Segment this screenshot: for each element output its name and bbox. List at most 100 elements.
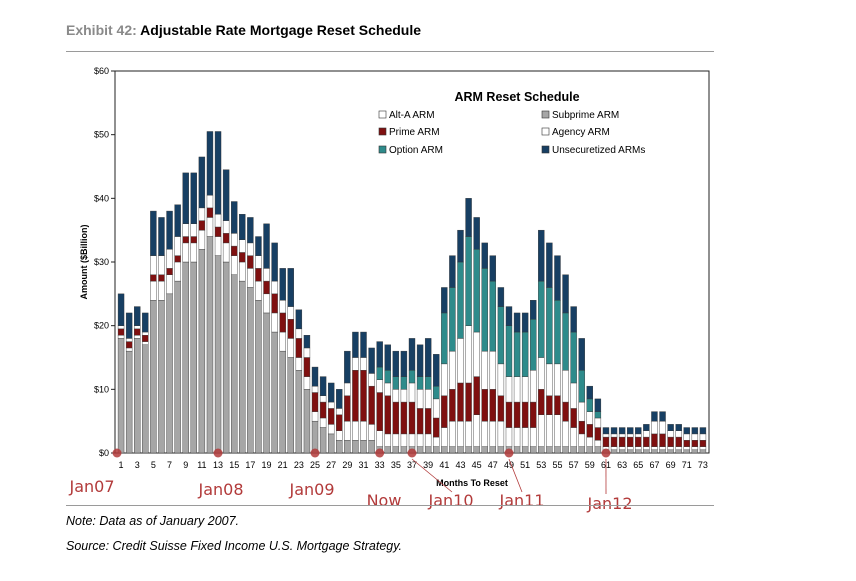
bar-segment-unsecuritized-arms bbox=[392, 350, 400, 377]
bar-segment-agency-arm bbox=[336, 408, 343, 415]
bar-segment-alt-a-arm bbox=[352, 420, 359, 441]
bar-segment-prime-arm bbox=[352, 370, 359, 422]
bar-segment-subprime-arm bbox=[424, 446, 432, 454]
chart-title: ARM Reset Schedule bbox=[454, 90, 579, 104]
bar-segment-prime-arm bbox=[554, 395, 561, 416]
bar-segment-agency-arm bbox=[384, 382, 391, 396]
bar-segment-alt-a-arm bbox=[174, 261, 181, 282]
bar-segment-prime-arm bbox=[424, 408, 432, 435]
bar-segment-option-arm bbox=[465, 236, 472, 326]
bar-segment-unsecuritized-arms bbox=[287, 268, 294, 307]
bar-segment-subprime-arm bbox=[263, 312, 270, 454]
bar-segment-subprime-arm bbox=[319, 427, 327, 454]
x-tick-label: 3 bbox=[135, 460, 140, 470]
bar-segment-prime-arm bbox=[214, 226, 222, 237]
bar-segment-unsecuritized-arms bbox=[675, 424, 682, 431]
bar-segment-prime-arm bbox=[263, 280, 270, 295]
bar-segment-prime-arm bbox=[182, 236, 189, 244]
bar-segment-agency-arm bbox=[505, 376, 513, 403]
bar-segment-alt-a-arm bbox=[465, 420, 472, 447]
bar-segment-subprime-arm bbox=[327, 433, 335, 454]
bar-segment-agency-arm bbox=[327, 401, 335, 409]
bar-segment-agency-arm bbox=[416, 389, 424, 409]
exhibit-label: Exhibit 42: bbox=[66, 22, 137, 38]
bar-segment-option-arm bbox=[384, 370, 391, 384]
bar-segment-subprime-arm bbox=[457, 446, 464, 454]
bar-segment-prime-arm bbox=[319, 401, 327, 419]
bar-segment-option-arm bbox=[489, 280, 497, 352]
bar-segment-prime-arm bbox=[659, 433, 666, 447]
bar-segment-subprime-arm bbox=[449, 446, 456, 454]
bar-segment-subprime-arm bbox=[594, 446, 602, 454]
bar-segment-alt-a-arm bbox=[530, 427, 537, 447]
bar-segment-unsecuritized-arms bbox=[473, 217, 480, 250]
bar-segment-agency-arm bbox=[691, 433, 699, 441]
bar-segment-prime-arm bbox=[481, 389, 488, 422]
bar-segment-unsecuritized-arms bbox=[239, 214, 246, 240]
bar-segment-agency-arm bbox=[651, 420, 658, 435]
bar-segment-prime-arm bbox=[150, 274, 157, 282]
bar-segment-unsecuritized-arms bbox=[570, 306, 577, 333]
bar-segment-unsecuritized-arms bbox=[481, 242, 488, 269]
bar-segment-agency-arm bbox=[142, 331, 149, 336]
x-tick-label: 17 bbox=[245, 460, 255, 470]
bar-segment-unsecuritized-arms bbox=[538, 229, 545, 282]
bar-segment-agency-arm bbox=[586, 411, 593, 425]
bar-segment-subprime-arm bbox=[303, 389, 311, 454]
bar-segment-alt-a-arm bbox=[392, 433, 400, 447]
bar-segment-unsecuritized-arms bbox=[433, 354, 440, 387]
x-tick-label: 35 bbox=[391, 460, 401, 470]
bar-segment-agency-arm bbox=[408, 382, 416, 403]
bar-segment-prime-arm bbox=[206, 207, 214, 218]
bar-segment-option-arm bbox=[441, 312, 448, 365]
bar-segment-unsecuritized-arms bbox=[416, 344, 424, 377]
x-tick-label: 1 bbox=[119, 460, 124, 470]
x-tick-label: 27 bbox=[326, 460, 336, 470]
bar-segment-prime-arm bbox=[521, 401, 529, 428]
bar-segment-alt-a-arm bbox=[134, 335, 141, 339]
bar-segment-subprime-arm bbox=[627, 449, 634, 454]
annotation-dot bbox=[310, 448, 320, 458]
bar-segment-unsecuritized-arms bbox=[424, 338, 432, 377]
bar-segment-prime-arm bbox=[683, 440, 690, 447]
bar-segment-unsecuritized-arms bbox=[279, 268, 286, 301]
bar-segment-subprime-arm bbox=[481, 446, 488, 454]
bar-segment-prime-arm bbox=[392, 401, 400, 435]
bar-segment-subprime-arm bbox=[174, 280, 181, 454]
bar-segment-agency-arm bbox=[594, 417, 602, 428]
bar-segment-prime-arm bbox=[643, 436, 650, 447]
bar-segment-unsecuritized-arms bbox=[190, 172, 197, 225]
bar-segment-unsecuritized-arms bbox=[271, 242, 278, 282]
bar-segment-prime-arm bbox=[222, 233, 230, 244]
bar-segment-option-arm bbox=[530, 319, 537, 371]
bar-segment-subprime-arm bbox=[578, 446, 585, 454]
x-tick-label: 5 bbox=[151, 460, 156, 470]
bar-segment-subprime-arm bbox=[279, 350, 286, 454]
bar-segment-prime-arm bbox=[513, 401, 521, 428]
bar-segment-prime-arm bbox=[376, 392, 383, 431]
bar-segment-option-arm bbox=[376, 366, 383, 380]
bar-segment-option-arm bbox=[416, 376, 424, 390]
annotation-dot bbox=[504, 448, 514, 458]
x-tick-label: 53 bbox=[536, 460, 546, 470]
bar-segment-subprime-arm bbox=[554, 446, 561, 454]
bar-segment-unsecuritized-arms bbox=[602, 427, 610, 435]
bar-segment-option-arm bbox=[505, 325, 513, 377]
bar-segment-unsecuritized-arms bbox=[691, 427, 699, 435]
bar-segment-unsecuritized-arms bbox=[651, 411, 658, 422]
bar-segment-agency-arm bbox=[231, 233, 238, 247]
bar-segment-alt-a-arm bbox=[643, 446, 650, 451]
bar-segment-alt-a-arm bbox=[627, 446, 634, 451]
bar-segment-agency-arm bbox=[465, 325, 472, 384]
bar-segment-unsecuritized-arms bbox=[610, 427, 618, 435]
bar-segment-prime-arm bbox=[344, 395, 351, 422]
bar-segment-unsecuritized-arms bbox=[659, 411, 666, 422]
bar-segment-unsecuritized-arms bbox=[158, 217, 165, 256]
legend-swatch bbox=[378, 127, 387, 136]
legend-swatch bbox=[541, 110, 550, 119]
bar-segment-unsecuritized-arms bbox=[336, 389, 343, 409]
bar-segment-unsecuritized-arms bbox=[125, 312, 133, 339]
bar-segment-prime-arm bbox=[198, 220, 206, 231]
bar-segment-unsecuritized-arms bbox=[214, 131, 222, 215]
bar-segment-agency-arm bbox=[222, 220, 230, 234]
